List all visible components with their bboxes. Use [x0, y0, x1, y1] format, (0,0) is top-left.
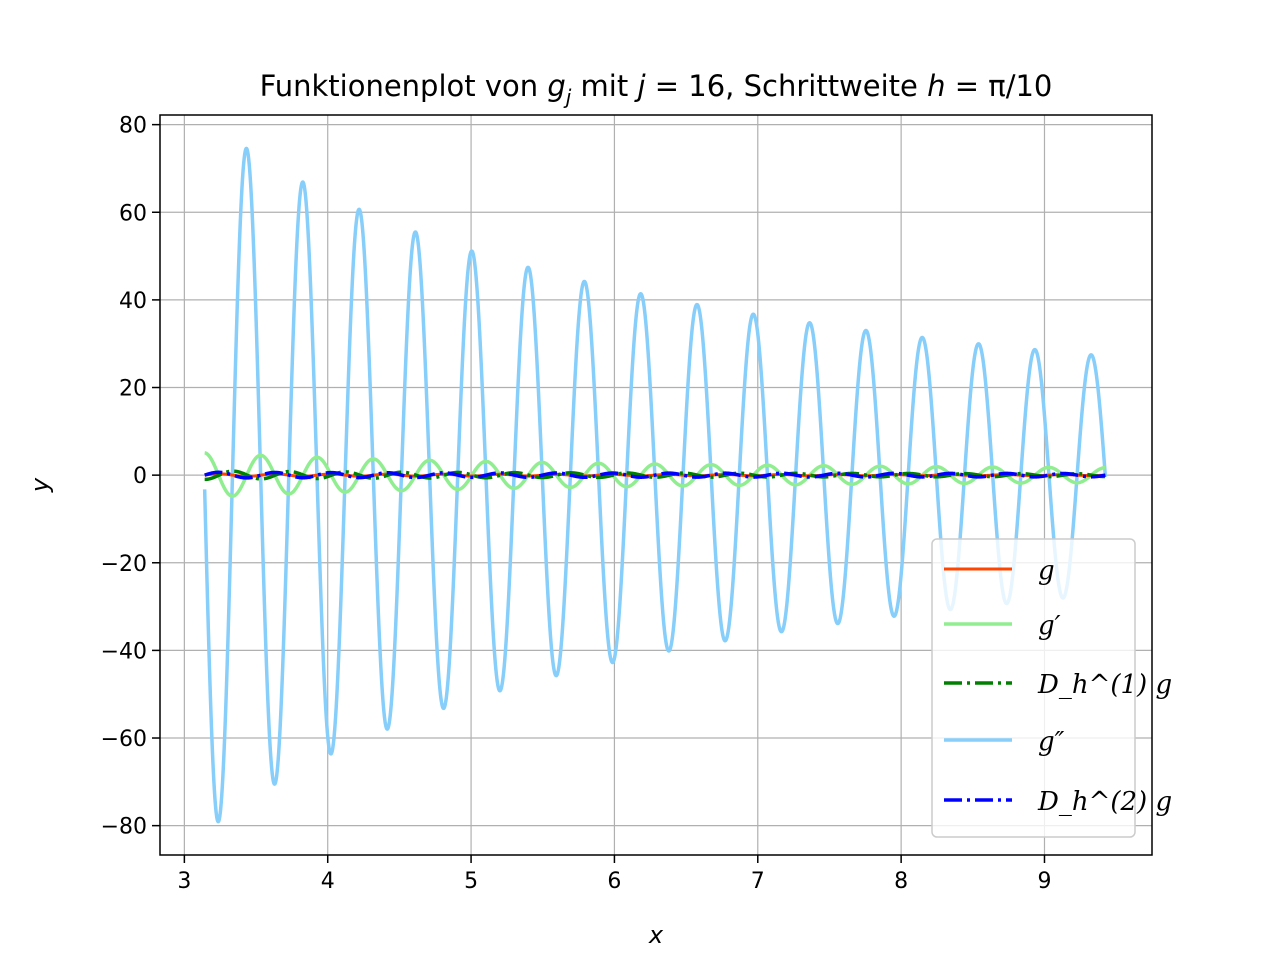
x-tick-label: 9 [1037, 869, 1051, 894]
series-d2 [203, 470, 1107, 480]
x-tick-label: 8 [894, 869, 908, 894]
series-g-prime [203, 451, 1107, 498]
title-hvar: h [927, 69, 945, 103]
chart-title: Funktionenplot von gj mit j = 16, Schrit… [260, 69, 1053, 109]
y-tick-label: 60 [119, 201, 147, 226]
y-axis-label: y [26, 477, 54, 493]
y-tick-label: 20 [119, 377, 147, 402]
title-eq1: = 16, Schrittweite [646, 69, 928, 103]
plot-frame [159, 114, 1153, 856]
legend-label-d2: D_h^(2) g [1037, 787, 1172, 817]
y-tick-label: −60 [101, 727, 147, 752]
y-tick-label: −20 [101, 552, 147, 577]
x-tick-label: 5 [464, 869, 478, 894]
y-tick-label: 40 [119, 289, 147, 314]
y-tick-label: 0 [133, 464, 147, 489]
title-prefix: Funktionenplot von [260, 69, 548, 103]
title-func: g [547, 69, 565, 103]
title-var: j [633, 69, 646, 103]
x-axis-label: x [648, 921, 664, 949]
y-tick-label: −40 [101, 639, 147, 664]
x-tick-label: 6 [607, 869, 621, 894]
y-tick-label: −80 [101, 815, 147, 840]
legend-label-d1: D_h^(1) g [1037, 670, 1172, 700]
legend: g g′ D_h^(1) g g″ D_h^(2) g [931, 538, 1172, 838]
legend-frame [931, 538, 1136, 838]
x-tick-label: 3 [177, 869, 191, 894]
y-tick-label: 80 [119, 114, 147, 139]
title-mid: mit [571, 69, 637, 103]
title-eq2: = π/10 [946, 69, 1053, 103]
axis-ticks: 3 4 5 6 7 8 9 80 60 40 20 0 −20 −40 −60 −80 [101, 114, 1052, 894]
x-tick-label: 4 [321, 869, 335, 894]
x-tick-label: 7 [751, 869, 765, 894]
title-func-sub: j [563, 85, 572, 109]
legend-label-g-prime: g′ [1038, 611, 1061, 641]
legend-label-g: g [1038, 556, 1055, 586]
legend-label-g-double-prime: g″ [1038, 727, 1065, 757]
series-d1 [203, 469, 1107, 482]
